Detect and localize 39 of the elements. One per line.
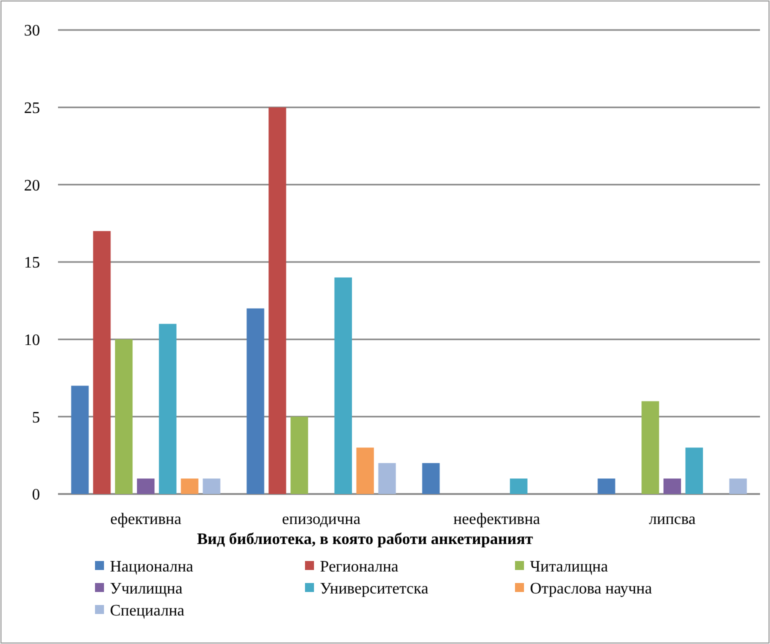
bar xyxy=(598,478,616,494)
bar xyxy=(642,401,660,494)
x-tick-label: ефективна xyxy=(110,511,182,528)
bar xyxy=(158,324,176,494)
bar xyxy=(422,463,440,494)
bar xyxy=(356,448,374,494)
y-tick-label: 0 xyxy=(32,486,40,504)
bar xyxy=(685,448,703,494)
legend-label: Национална xyxy=(110,558,194,576)
bar xyxy=(510,478,528,494)
y-tick-label: 20 xyxy=(24,177,40,194)
bar xyxy=(180,478,198,494)
x-tick-label: неефективна xyxy=(453,511,540,528)
y-tick-label: 25 xyxy=(24,100,40,117)
y-tick-label: 10 xyxy=(24,332,40,349)
bar xyxy=(71,386,89,494)
y-tick-label: 30 xyxy=(24,22,40,40)
legend-label: Специална xyxy=(110,602,184,620)
legend-label: Университетска xyxy=(320,580,428,598)
x-tick-label: липсва xyxy=(648,511,696,528)
bar xyxy=(268,107,286,494)
bar xyxy=(115,339,133,494)
legend-title: Вид библиотека, в която работи анкетираният xyxy=(197,531,534,548)
bar xyxy=(663,478,682,494)
legend-label: Читалищна xyxy=(530,558,608,576)
legend-label: Регионална xyxy=(320,558,398,576)
legend-label: Отраслова научна xyxy=(530,580,652,598)
bar xyxy=(378,463,396,494)
x-tick-label: епизодична xyxy=(282,511,360,528)
bar xyxy=(290,416,308,494)
y-tick-label: 5 xyxy=(32,409,40,426)
bar xyxy=(93,231,111,494)
bar xyxy=(246,308,264,494)
bar xyxy=(202,478,220,494)
legend-label: Училищна xyxy=(110,580,182,598)
bar xyxy=(334,277,352,494)
y-tick-label: 15 xyxy=(24,254,40,272)
bar xyxy=(729,478,747,494)
bar xyxy=(136,478,155,494)
